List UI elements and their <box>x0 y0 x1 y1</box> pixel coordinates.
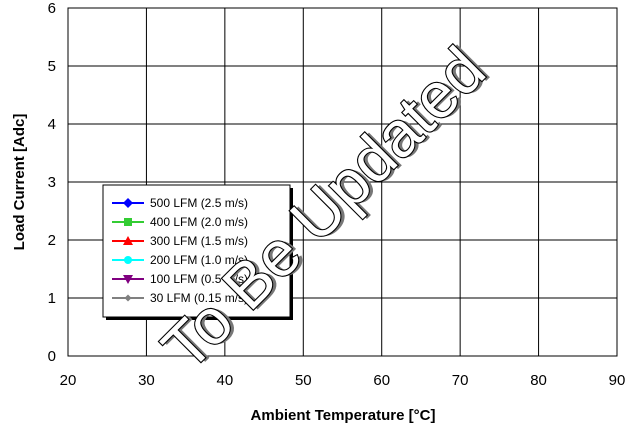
legend-entry: 400 LFM (2.0 m/s) <box>150 215 248 229</box>
y-tick-label: 4 <box>48 116 56 133</box>
legend-entry: 100 LFM (0.5 m/s) <box>150 272 248 286</box>
y-tick-label: 5 <box>48 58 56 75</box>
x-tick-label: 30 <box>138 372 155 389</box>
x-tick-label: 50 <box>295 372 312 389</box>
y-tick-label: 2 <box>48 232 56 249</box>
y-tick-label: 0 <box>48 348 56 365</box>
x-tick-label: 90 <box>609 372 626 389</box>
plot-area <box>67 7 618 357</box>
legend-marker <box>124 218 132 226</box>
legend-marker <box>123 275 133 284</box>
legend-marker <box>124 294 132 302</box>
x-tick-label: 20 <box>60 372 77 389</box>
legend-marker <box>123 198 133 208</box>
y-tick-label: 6 <box>48 0 56 17</box>
legend-entry: 30 LFM (0.15 m/s) <box>150 291 248 305</box>
legend-entry: 500 LFM (2.5 m/s) <box>150 196 248 210</box>
legend: 500 LFM (2.5 m/s) 400 LFM (2.0 m/s) 300 LF… <box>102 184 293 320</box>
y-axis-title: Load Current [Adc] <box>11 114 28 251</box>
legend-entry: 300 LFM (1.5 m/s) <box>150 234 248 248</box>
x-axis-title: Ambient Temperature [°C] <box>251 407 436 424</box>
x-tick-label: 80 <box>530 372 547 389</box>
legend-marker <box>123 236 133 245</box>
legend-marker <box>124 256 132 264</box>
x-tick-label: 70 <box>452 372 469 389</box>
x-tick-label: 60 <box>373 372 390 389</box>
y-tick-label: 3 <box>48 174 56 191</box>
y-tick-label: 1 <box>48 290 56 307</box>
x-tick-label: 40 <box>217 372 234 389</box>
legend-entry: 200 LFM (1.0 m/s) <box>150 253 248 267</box>
tick-labels: 20 30 40 50 60 70 80 90 0 1 2 3 4 5 6 <box>48 0 626 389</box>
legend-box <box>102 184 291 318</box>
